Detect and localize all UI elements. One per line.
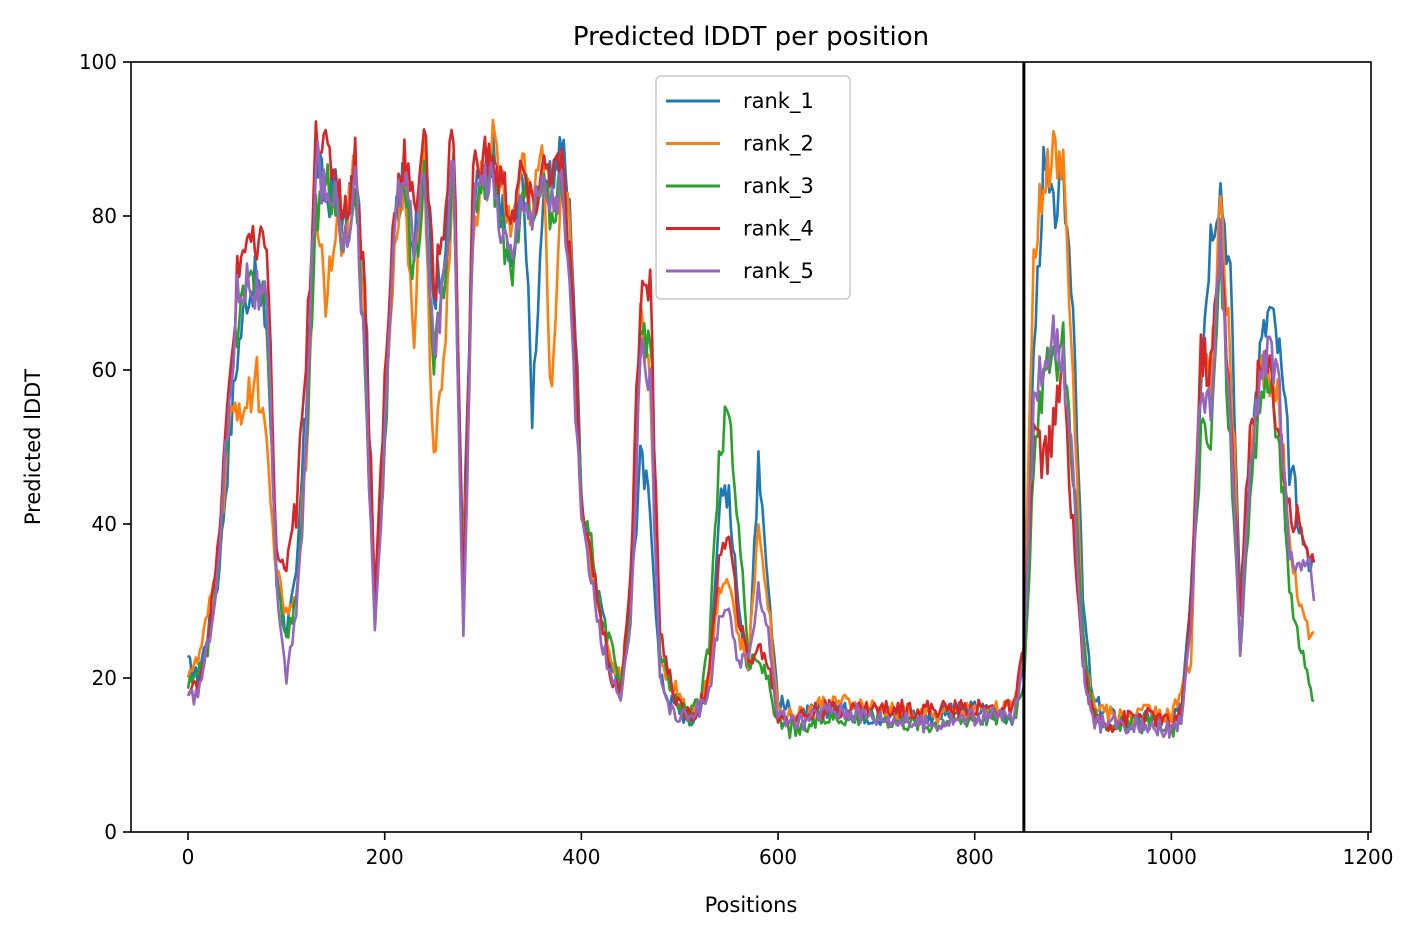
x-tick-label: 400 [562, 845, 600, 869]
legend-label-rank-2: rank_2 [743, 132, 814, 157]
legend-label-rank-4: rank_4 [743, 217, 814, 242]
chart-title: Predicted lDDT per position [573, 22, 929, 52]
series-line-rank-5 [186, 139, 1316, 739]
legend: rank_1 rank_2 rank_3 rank_4 rank_5 [655, 75, 851, 300]
plot-frame [130, 61, 1372, 833]
y-tick-label: 20 [92, 666, 117, 690]
y-tick-label: 60 [92, 358, 117, 382]
legend-box [655, 75, 851, 300]
y-axis-ticks: 0 20 40 60 80 100 [79, 50, 131, 844]
series-line-rank-4 [187, 120, 1316, 734]
x-tick-label: 200 [366, 845, 404, 869]
legend-label-rank-1: rank_1 [743, 89, 814, 114]
legend-label-rank-3: rank_3 [743, 174, 814, 199]
x-axis-ticks: 0 200 400 600 800 1000 1200 [182, 832, 1394, 869]
x-tick-label: 1200 [1343, 845, 1394, 869]
y-tick-label: 80 [92, 204, 117, 228]
legend-items: rank_1 rank_2 rank_3 rank_4 rank_5 [666, 89, 814, 284]
x-tick-label: 600 [759, 845, 797, 869]
x-tick-label: 800 [956, 845, 994, 869]
legend-label-rank-5: rank_5 [743, 259, 814, 284]
y-tick-label: 40 [92, 512, 117, 536]
series-layer [186, 118, 1316, 740]
y-axis-title: Predicted lDDT [21, 369, 45, 525]
y-tick-label: 100 [79, 50, 117, 74]
x-tick-label: 1000 [1146, 845, 1197, 869]
y-tick-label: 0 [104, 820, 117, 844]
x-tick-label: 0 [182, 845, 195, 869]
x-axis-title: Positions [705, 893, 798, 917]
